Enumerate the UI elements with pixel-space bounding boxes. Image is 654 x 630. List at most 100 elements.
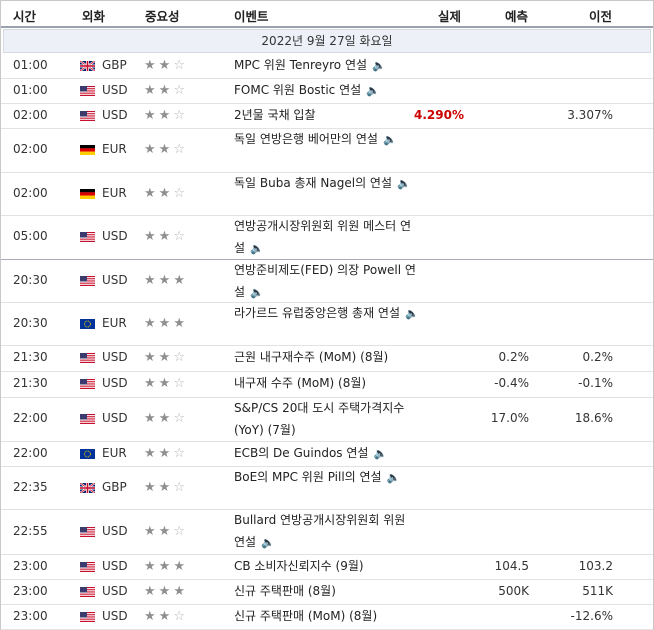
flag-us-icon (80, 587, 95, 597)
event-title[interactable]: S&P/CS 20대 도시 주택가격지수 (YoY) (7월) (234, 401, 405, 437)
event-title[interactable]: MPC 위원 Tenreyro 연설 (234, 58, 368, 72)
speaker-icon[interactable]: 🔈 (397, 177, 411, 190)
star-filled-icon: ★ (158, 559, 171, 574)
event-name[interactable]: CB 소비자신뢰지수 (9월) (234, 555, 419, 577)
event-title[interactable]: 신규 주택판매 (8월) (234, 584, 336, 598)
importance-stars: ★ ★ ☆ (144, 109, 185, 122)
table-row[interactable]: 23:00 USD ★ ★ ★ CB 소비자신뢰지수 (9월) 104.5 103.2 (1, 554, 653, 580)
event-name[interactable]: 근원 내구재수주 (MoM) (8월) (234, 346, 419, 368)
currency-code: USD (102, 83, 128, 97)
event-name[interactable]: Bullard 연방공개시장위원회 위원 연설 🔈 (234, 509, 419, 554)
event-time: 02:00 (13, 108, 48, 122)
speaker-icon[interactable]: 🔈 (386, 471, 401, 484)
header-event: 이벤트 (234, 9, 269, 24)
star-filled-icon: ★ (158, 524, 171, 539)
table-row[interactable]: 22:00 USD ★ ★ ☆ S&P/CS 20대 도시 주택가격지수 (YoY) (7… (1, 397, 653, 442)
table-row[interactable]: 20:30 USD ★ ★ ★ 연방준비제도(FED) 의장 Powell 연설 🔈 (1, 259, 653, 303)
event-name[interactable]: S&P/CS 20대 도시 주택가격지수 (YoY) (7월) (234, 397, 419, 441)
event-title[interactable]: 독일 연방은행 베어만의 연설 (234, 132, 378, 146)
event-name[interactable]: 신규 주택판매 (MoM) (8월) (234, 605, 419, 627)
star-filled-icon: ★ (173, 584, 185, 599)
flag-us-icon (80, 232, 95, 242)
star-empty-icon: ☆ (173, 480, 185, 495)
star-empty-icon: ☆ (173, 350, 185, 365)
table-row[interactable]: 02:00 USD ★ ★ ☆ 2년물 국채 입찰 4.290% 3.307% (1, 103, 653, 129)
star-filled-icon: ★ (173, 273, 185, 288)
currency-code: GBP (102, 480, 127, 494)
star-filled-icon: ★ (144, 524, 156, 539)
event-name[interactable]: 독일 연방은행 베어만의 연설 🔈 (234, 128, 419, 151)
event-title[interactable]: ECB의 De Guindos 연설 (234, 446, 369, 460)
event-name[interactable]: 신규 주택판매 (8월) (234, 580, 419, 602)
event-title[interactable]: 연방준비제도(FED) 의장 Powell 연설 (234, 263, 416, 299)
event-title[interactable]: BoE의 MPC 위원 Pill의 연설 (234, 470, 382, 484)
star-filled-icon: ★ (158, 316, 171, 331)
event-time: 22:00 (13, 411, 48, 425)
event-time: 22:35 (13, 480, 48, 494)
forecast-value: 104.5 (494, 559, 529, 573)
star-filled-icon: ★ (173, 316, 185, 331)
table-row[interactable]: 22:35 GBP ★ ★ ☆ BoE의 MPC 위원 Pill의 연설 🔈 (1, 466, 653, 510)
table-row[interactable]: 20:30 EUR ★ ★ ★ 라가르드 유럽중앙은행 총재 연설 🔈 (1, 302, 653, 346)
speaker-icon[interactable]: 🔈 (366, 84, 380, 97)
flag-us-icon (80, 379, 95, 389)
star-filled-icon: ★ (144, 58, 156, 73)
event-name[interactable]: FOMC 위원 Bostic 연설 🔈 (234, 79, 419, 102)
event-title[interactable]: 연방공개시장위원회 위원 메스터 연설 (234, 219, 412, 255)
event-title[interactable]: 근원 내구재수주 (MoM) (8월) (234, 350, 389, 364)
table-row[interactable]: 01:00 GBP ★ ★ ☆ MPC 위원 Tenreyro 연설 🔈 (1, 53, 653, 79)
speaker-icon[interactable]: 🔈 (382, 133, 397, 146)
table-row[interactable]: 22:55 USD ★ ★ ☆ Bullard 연방공개시장위원회 위원 연설 🔈 (1, 509, 653, 555)
speaker-icon[interactable]: 🔈 (250, 286, 264, 299)
speaker-icon[interactable]: 🔈 (261, 536, 275, 549)
event-name[interactable]: 연방준비제도(FED) 의장 Powell 연설 🔈 (234, 259, 419, 304)
flag-gb-icon (80, 483, 95, 493)
star-empty-icon: ☆ (173, 58, 185, 73)
table-row[interactable]: 22:00 EUR ★ ★ ☆ ECB의 De Guindos 연설 🔈 (1, 441, 653, 467)
speaker-icon[interactable]: 🔈 (405, 307, 419, 320)
star-filled-icon: ★ (144, 316, 156, 331)
table-row[interactable]: 23:00 USD ★ ★ ★ 신규 주택판매 (8월) 500K 511K (1, 579, 653, 605)
speaker-icon[interactable]: 🔈 (250, 242, 264, 255)
event-title[interactable]: 라가르드 유럽중앙은행 총재 연설 (234, 306, 401, 320)
header-actual: 실제 (438, 9, 462, 24)
event-name[interactable]: 라가르드 유럽중앙은행 총재 연설 🔈 (234, 302, 419, 325)
importance-stars: ★ ★ ☆ (144, 84, 185, 97)
table-row[interactable]: 01:00 USD ★ ★ ☆ FOMC 위원 Bostic 연설 🔈 (1, 78, 653, 104)
table-row[interactable]: 05:00 USD ★ ★ ☆ 연방공개시장위원회 위원 메스터 연설 🔈 (1, 215, 653, 260)
table-row[interactable]: 21:30 USD ★ ★ ☆ 근원 내구재수주 (MoM) (8월) 0.2% 0.2% (1, 345, 653, 372)
table-row[interactable]: 21:30 USD ★ ★ ☆ 내구재 수주 (MoM) (8월) -0.4% -0.1% (1, 371, 653, 398)
star-empty-icon: ☆ (173, 108, 185, 123)
star-filled-icon: ★ (158, 58, 171, 73)
event-name[interactable]: BoE의 MPC 위원 Pill의 연설 🔈 (234, 466, 419, 489)
flag-de-icon (80, 145, 95, 155)
event-title[interactable]: FOMC 위원 Bostic 연설 (234, 83, 362, 97)
event-time: 20:30 (13, 316, 48, 330)
flag-eu-icon (80, 449, 95, 459)
event-title[interactable]: 신규 주택판매 (MoM) (8월) (234, 609, 378, 623)
table-row[interactable]: 02:00 EUR ★ ★ ☆ 독일 Buba 총재 Nagel의 연설 🔈 (1, 172, 653, 216)
importance-stars: ★ ★ ★ (144, 585, 185, 598)
event-title[interactable]: 내구재 수주 (MoM) (8월) (234, 376, 367, 390)
event-name[interactable]: MPC 위원 Tenreyro 연설 🔈 (234, 54, 419, 77)
star-empty-icon: ☆ (173, 83, 185, 98)
event-time: 01:00 (13, 58, 48, 72)
event-title[interactable]: CB 소비자신뢰지수 (9월) (234, 559, 364, 573)
event-title[interactable]: 독일 Buba 총재 Nagel의 연설 (234, 176, 393, 190)
table-row[interactable]: 23:00 USD ★ ★ ☆ 신규 주택판매 (MoM) (8월) -12.6% (1, 604, 653, 630)
speaker-icon[interactable]: 🔈 (372, 59, 386, 72)
event-name[interactable]: ECB의 De Guindos 연설 🔈 (234, 442, 419, 465)
flag-us-icon (80, 527, 95, 537)
star-filled-icon: ★ (144, 609, 156, 624)
event-name[interactable]: 연방공개시장위원회 위원 메스터 연설 🔈 (234, 215, 419, 260)
event-name[interactable]: 독일 Buba 총재 Nagel의 연설 🔈 (234, 172, 419, 195)
event-name[interactable]: 내구재 수주 (MoM) (8월) (234, 372, 419, 394)
event-title[interactable]: Bullard 연방공개시장위원회 위원 연설 (234, 513, 406, 549)
currency-code: USD (102, 108, 128, 122)
star-filled-icon: ★ (158, 584, 171, 599)
event-name[interactable]: 2년물 국채 입찰 (234, 104, 419, 126)
speaker-icon[interactable]: 🔈 (373, 447, 388, 460)
event-title[interactable]: 2년물 국채 입찰 (234, 108, 316, 122)
table-row[interactable]: 02:00 EUR ★ ★ ☆ 독일 연방은행 베어만의 연설 🔈 (1, 128, 653, 173)
currency-code: USD (102, 559, 128, 573)
